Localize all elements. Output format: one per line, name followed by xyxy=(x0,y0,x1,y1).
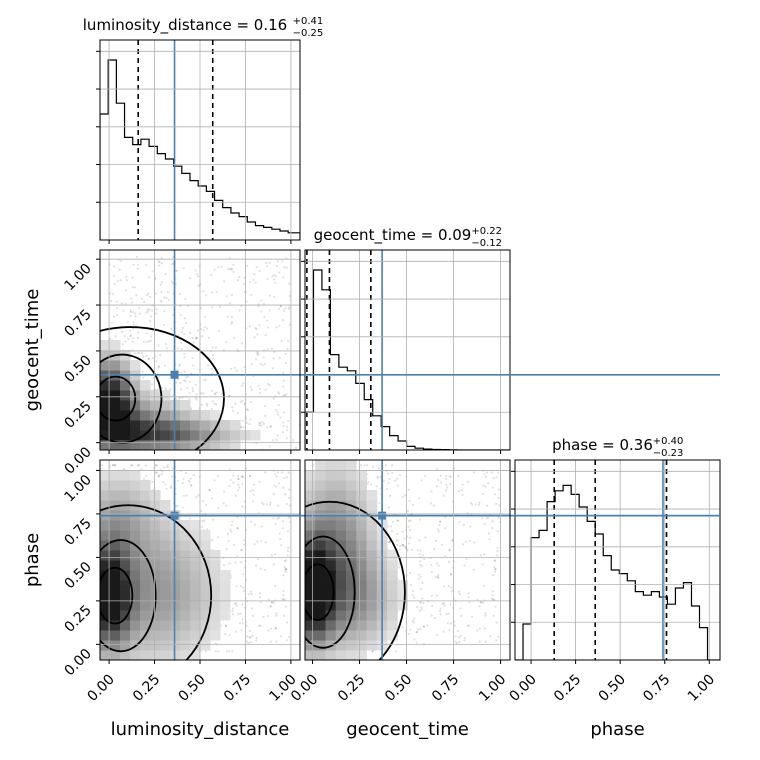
x-tick-label-luminosity_distance: 0.50 xyxy=(175,672,208,705)
contour-luminosity_distance-vs-geocent_time xyxy=(100,375,137,422)
y-tick-label-geocent_time: 0.25 xyxy=(61,398,94,431)
hist-frame-luminosity_distance xyxy=(99,39,301,241)
y-axis-label-geocent_time: geocent_time xyxy=(22,289,43,412)
contour-luminosity_distance-vs-phase xyxy=(100,504,213,660)
contour-luminosity_distance-vs-phase xyxy=(100,566,134,625)
title-luminosity_distance: luminosity_distance = 0.16 xyxy=(83,16,287,35)
y-tick-label-phase: 1.00 xyxy=(61,472,94,505)
title-plus-phase: +0.40 xyxy=(653,436,684,447)
x-tick-label-phase: 1.00 xyxy=(685,672,718,705)
y-tick-label-phase: 0.00 xyxy=(61,646,94,679)
hist-panel-luminosity_distance: luminosity_distance = 0.16 +0.41−0.25 xyxy=(83,16,323,244)
hist-step-geocent_time xyxy=(305,269,510,450)
hist-frame-phase xyxy=(514,459,721,661)
x-axis-label-geocent_time: geocent_time xyxy=(346,719,469,740)
scatter-panel-luminosity_distance-vs-phase xyxy=(96,460,720,664)
scatter-frame-luminosity_distance-vs-phase xyxy=(99,459,301,661)
hist-frame-geocent_time xyxy=(304,249,511,451)
contour-luminosity_distance-vs-geocent_time xyxy=(100,326,225,450)
title-minus-geocent_time: −0.12 xyxy=(471,238,502,249)
hist-panel-geocent_time: geocent_time = 0.09 +0.22−0.12 xyxy=(301,226,510,454)
x-tick-label-luminosity_distance: 0.25 xyxy=(130,672,163,705)
y-tick-label-geocent_time: 0.50 xyxy=(61,352,94,385)
contour-geocent_time-vs-phase xyxy=(305,563,335,621)
title-plus-luminosity_distance: +0.41 xyxy=(293,16,324,27)
x-tick-label-luminosity_distance: 0.75 xyxy=(221,672,254,705)
scatter-frame-luminosity_distance-vs-geocent_time xyxy=(99,249,301,451)
title-minus-luminosity_distance: −0.25 xyxy=(293,28,324,39)
hist-step-phase xyxy=(515,484,720,660)
contour-geocent_time-vs-phase xyxy=(305,535,356,649)
x-tick-label-phase: 0.00 xyxy=(507,672,540,705)
scatter-panel-geocent_time-vs-phase xyxy=(100,460,720,664)
scatter-frame-geocent_time-vs-phase xyxy=(304,459,511,661)
y-tick-label-phase: 0.50 xyxy=(61,559,94,592)
title-minus-phase: −0.23 xyxy=(653,448,684,459)
y-tick-label-geocent_time: 1.00 xyxy=(61,261,94,294)
title-phase: phase = 0.36 xyxy=(552,436,653,454)
x-tick-label-phase: 0.75 xyxy=(640,672,673,705)
truth-marker-luminosity_distance-vs-geocent_time xyxy=(170,370,179,379)
density-layer xyxy=(305,460,502,660)
y-tick-label-phase: 0.25 xyxy=(61,602,94,635)
contour-geocent_time-vs-phase xyxy=(305,500,406,660)
y-axis-label-phase: phase xyxy=(22,533,43,587)
x-tick-label-geocent_time: 0.25 xyxy=(335,672,368,705)
truth-marker-geocent_time-vs-phase xyxy=(378,511,387,520)
y-tick-label-phase: 0.75 xyxy=(61,515,94,548)
x-tick-label-phase: 0.50 xyxy=(596,672,629,705)
x-axis-label-phase: phase xyxy=(590,719,644,740)
contour-luminosity_distance-vs-phase xyxy=(100,539,157,653)
title-geocent_time: geocent_time = 0.09 xyxy=(314,226,472,245)
x-tick-label-geocent_time: 1.00 xyxy=(476,672,509,705)
x-axis-label-luminosity_distance: luminosity_distance xyxy=(111,719,290,740)
y-tick-label-geocent_time: 0.75 xyxy=(61,307,94,340)
y-tick-label-geocent_time: 0.00 xyxy=(61,444,94,477)
x-tick-label-luminosity_distance: 0.00 xyxy=(85,672,118,705)
hist-panel-phase: phase = 0.36 +0.40−0.23 xyxy=(511,436,720,664)
x-tick-label-geocent_time: 0.75 xyxy=(429,672,462,705)
x-tick-label-geocent_time: 0.50 xyxy=(382,672,415,705)
hist-step-luminosity_distance xyxy=(100,59,300,240)
x-tick-label-phase: 0.25 xyxy=(551,672,584,705)
title-plus-geocent_time: +0.22 xyxy=(471,226,502,237)
